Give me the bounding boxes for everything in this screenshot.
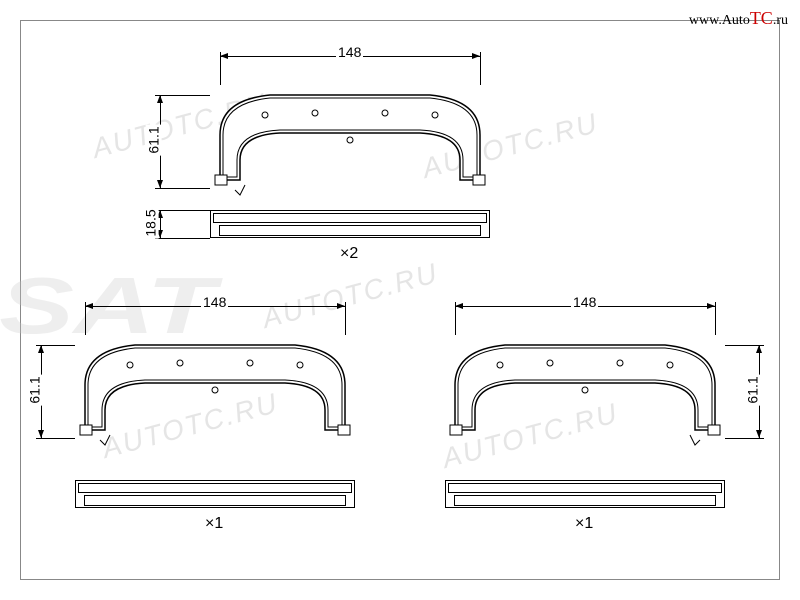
- url-suffix: .ru: [773, 13, 788, 28]
- quantity-top: ×2: [340, 245, 358, 263]
- brake-pad-bottom-right: [445, 335, 735, 450]
- brake-pad-bottom-left: [75, 335, 355, 450]
- dim-height-top: 61.1: [146, 124, 162, 155]
- dim-extension: [155, 238, 210, 239]
- side-layer: [213, 213, 487, 223]
- dim-extension: [155, 95, 210, 96]
- brake-pad-side-bl: [75, 480, 355, 508]
- arrow-icon: [455, 303, 463, 309]
- url-accent: TC: [750, 8, 773, 28]
- dim-extension: [715, 302, 716, 335]
- side-layer: [454, 495, 716, 506]
- arrow-icon: [707, 303, 715, 309]
- arrow-icon: [756, 345, 762, 353]
- dim-extension: [36, 438, 75, 439]
- arrow-icon: [85, 303, 93, 309]
- source-url: www.AutoTC.ru: [689, 8, 788, 29]
- brake-pad-side-br: [445, 480, 725, 508]
- side-layer: [84, 495, 346, 506]
- dim-width-br: 148: [571, 294, 598, 310]
- brake-pad-top: [210, 85, 490, 200]
- dim-width-bl: 148: [201, 294, 228, 310]
- arrow-icon: [337, 303, 345, 309]
- arrow-icon: [756, 430, 762, 438]
- arrow-icon: [220, 53, 228, 59]
- quantity-br: ×1: [575, 515, 593, 533]
- side-layer: [448, 483, 722, 493]
- drawing-canvas: SAT AUTOTC.RU AUTOTC.RU AUTOTC.RU AUTOTC…: [0, 0, 800, 600]
- arrow-icon: [157, 180, 163, 188]
- side-layer: [219, 225, 481, 236]
- dim-extension: [155, 188, 210, 189]
- arrow-icon: [38, 345, 44, 353]
- brake-pad-side-top: [210, 210, 490, 238]
- url-prefix: www.Auto: [689, 13, 750, 28]
- arrow-icon: [157, 95, 163, 103]
- dim-width-top: 148: [336, 44, 363, 60]
- dim-extension: [725, 438, 764, 439]
- dim-extension: [155, 210, 210, 211]
- arrow-icon: [472, 53, 480, 59]
- dim-thickness: 18.5: [143, 207, 159, 238]
- dim-height-br: 61.1: [745, 374, 761, 405]
- quantity-bl: ×1: [205, 515, 223, 533]
- dim-height-bl: 61.1: [27, 374, 43, 405]
- dim-extension: [480, 52, 481, 85]
- arrow-icon: [38, 430, 44, 438]
- side-layer: [78, 483, 352, 493]
- dim-extension: [345, 302, 346, 335]
